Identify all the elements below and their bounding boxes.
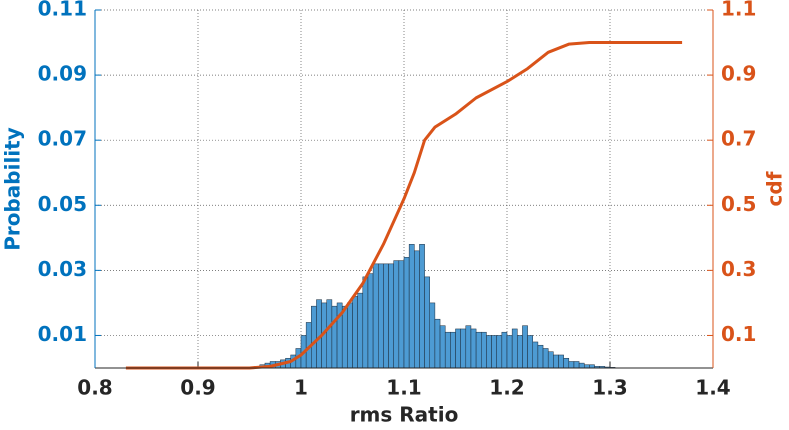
- bar: [522, 325, 528, 369]
- bar: [475, 331, 482, 369]
- bar: [357, 292, 364, 369]
- bar: [439, 325, 446, 369]
- bar: [367, 273, 374, 369]
- bar: [517, 335, 523, 369]
- x-tick-label: 1.4: [695, 376, 730, 400]
- bar: [429, 302, 436, 369]
- bar: [352, 296, 358, 369]
- bar: [455, 328, 461, 369]
- y2-tick-label: 0.1: [721, 322, 756, 346]
- bar: [311, 305, 317, 369]
- bar: [419, 244, 425, 369]
- bar: [424, 276, 431, 369]
- bar: [372, 263, 379, 369]
- bar: [470, 328, 477, 369]
- y2-axis-label: cdf: [763, 171, 787, 206]
- bar: [573, 361, 580, 369]
- bar: [444, 331, 451, 369]
- y2-tick-label: 1.1: [721, 0, 756, 21]
- bar: [316, 299, 322, 369]
- x-tick-label: 1.2: [489, 376, 524, 400]
- y2-tick-label: 0.5: [721, 192, 756, 216]
- x-axis-label: rms Ratio: [350, 403, 459, 427]
- bar: [501, 331, 508, 369]
- y-tick-label: 0.03: [38, 257, 87, 281]
- bar: [326, 299, 333, 369]
- bar: [537, 344, 544, 369]
- bar: [378, 263, 384, 369]
- y-tick-label: 0.05: [38, 192, 87, 216]
- bar: [527, 335, 533, 369]
- bar: [496, 335, 503, 369]
- bar: [465, 325, 472, 369]
- x-tick-label: 1: [294, 376, 308, 400]
- bar: [563, 357, 570, 369]
- bar: [553, 354, 559, 369]
- bar: [362, 276, 369, 369]
- bar: [347, 302, 353, 369]
- bar: [481, 331, 487, 369]
- bar: [491, 335, 497, 369]
- bar: [578, 362, 585, 369]
- bar: [511, 328, 518, 369]
- bar: [460, 328, 467, 369]
- y2-tick-label: 0.3: [721, 257, 756, 281]
- bar: [558, 354, 564, 369]
- y-tick-label: 0.11: [38, 0, 87, 21]
- x-tick-label: 1.3: [592, 376, 627, 400]
- bar: [542, 348, 549, 369]
- bar: [408, 244, 415, 369]
- bar: [450, 331, 456, 369]
- y-tick-label: 0.01: [38, 322, 87, 346]
- y2-tick-label: 0.9: [721, 62, 756, 86]
- bar: [486, 335, 492, 369]
- y-axis-label: Probability: [1, 127, 25, 251]
- x-tick-label: 0.9: [180, 376, 215, 400]
- cdf-line: [125, 41, 683, 370]
- bar: [393, 260, 400, 369]
- bar: [388, 263, 394, 369]
- bar: [398, 260, 405, 369]
- bar: [403, 257, 410, 369]
- bar: [434, 318, 441, 369]
- bar: [414, 250, 420, 369]
- y-tick-label: 0.07: [38, 127, 87, 151]
- bar: [532, 341, 539, 369]
- x-tick-label: 0.8: [77, 376, 112, 400]
- y2-tick-label: 0.7: [721, 127, 756, 151]
- bar: [341, 305, 348, 369]
- x-tick-label: 1.1: [386, 376, 421, 400]
- y-tick-label: 0.09: [38, 62, 87, 86]
- bar: [547, 351, 554, 369]
- bar: [331, 305, 338, 369]
- bar: [383, 263, 389, 369]
- bar: [506, 335, 513, 369]
- bar: [568, 361, 575, 369]
